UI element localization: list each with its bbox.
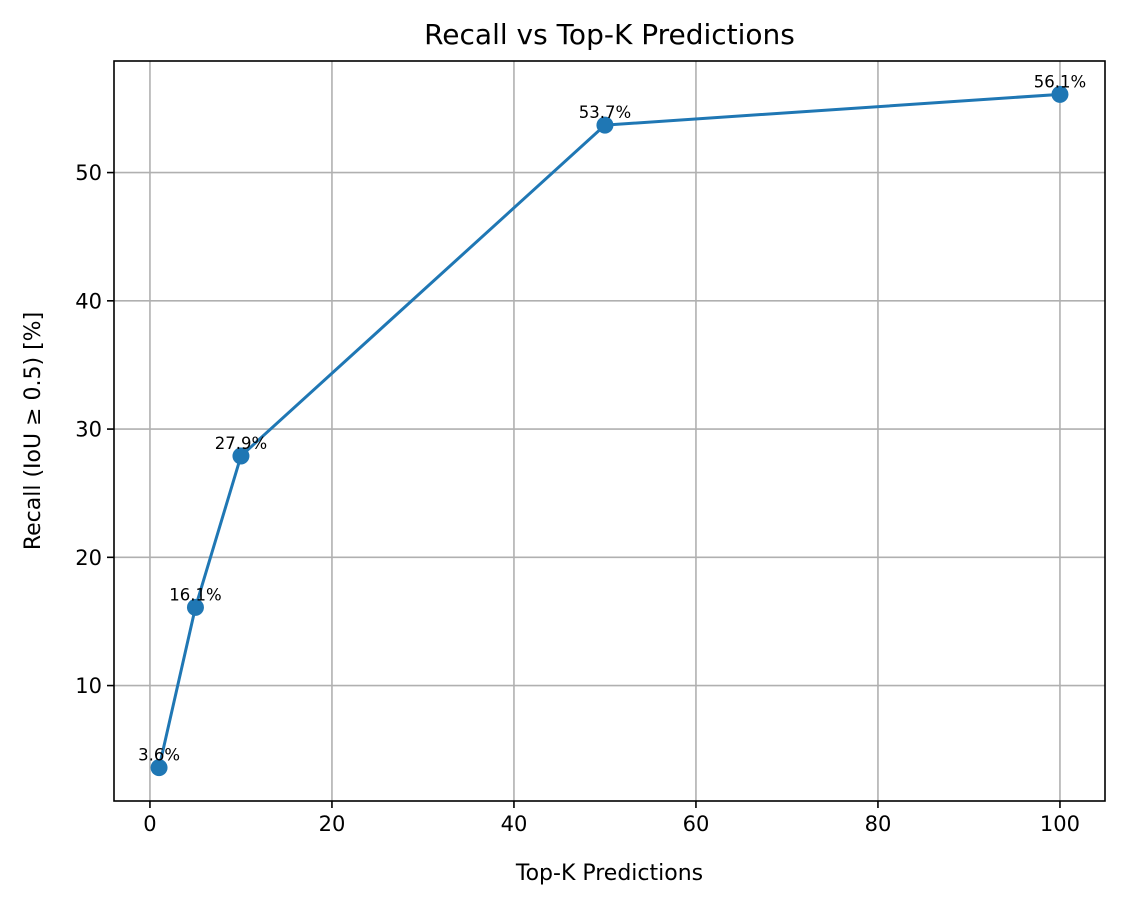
- data-label: 53.7%: [579, 103, 631, 122]
- x-tick-label: 60: [683, 812, 710, 836]
- series-line: [157, 92, 1061, 768]
- y-tick-label: 20: [75, 546, 102, 570]
- data-label: 16.1%: [169, 585, 221, 604]
- y-tick-label: 50: [75, 161, 102, 185]
- data-point: [186, 598, 204, 616]
- y-tick-label: 30: [75, 418, 102, 442]
- x-tick-label: 20: [319, 812, 346, 836]
- x-tick-label: 40: [501, 812, 528, 836]
- data-label: 27.9%: [215, 434, 267, 453]
- y-tick-label: 40: [75, 289, 102, 313]
- data-point: [232, 447, 250, 465]
- data-point: [596, 116, 614, 134]
- x-tick-label: 80: [865, 812, 892, 836]
- data-point: [150, 759, 168, 777]
- data-label-layer: 3.6% 16.1% 27.9% 53.7% 56.1%: [138, 72, 1086, 764]
- x-tick-label: 100: [1040, 812, 1080, 836]
- data-point: [1051, 85, 1069, 103]
- y-axis-label: Recall (IoU ≥ 0.5) [%]: [21, 312, 46, 550]
- tick-layer: 0 20 40 60 80 100 10 20 30 40 50: [75, 161, 1080, 836]
- series-layer: [150, 85, 1069, 777]
- y-tick-label: 10: [75, 674, 102, 698]
- data-label: 3.6%: [138, 746, 180, 765]
- plot-frame: [113, 60, 1106, 802]
- x-axis-label: Top-K Predictions: [515, 861, 703, 886]
- chart-title: Recall vs Top-K Predictions: [424, 18, 795, 51]
- x-tick-label: 0: [143, 812, 156, 836]
- data-label: 56.1%: [1034, 72, 1086, 91]
- grid-layer: [114, 61, 1105, 801]
